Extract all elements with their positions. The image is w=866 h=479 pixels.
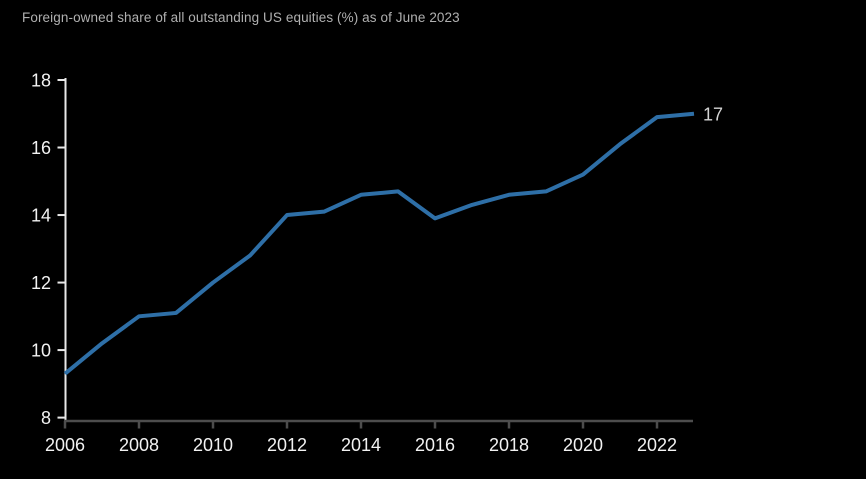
y-tick-label: 10 [31,341,51,361]
chart-title: Foreign-owned share of all outstanding U… [22,10,460,25]
y-tick-label: 14 [31,206,51,226]
x-tick-label: 2020 [563,435,603,455]
x-tick-label: 2012 [267,435,307,455]
y-tick-label: 8 [41,408,51,428]
y-tick-label: 18 [31,71,51,91]
x-tick-label: 2006 [45,435,85,455]
x-tick-label: 2022 [637,435,677,455]
y-tick-label: 16 [31,138,51,158]
x-tick-label: 2008 [119,435,159,455]
x-tick-label: 2018 [489,435,529,455]
end-value-label: 17 [703,104,723,124]
x-tick-label: 2016 [415,435,455,455]
y-tick-label: 12 [31,273,51,293]
x-tick-label: 2014 [341,435,381,455]
x-tick-label: 2010 [193,435,233,455]
data-line-series [63,111,695,376]
